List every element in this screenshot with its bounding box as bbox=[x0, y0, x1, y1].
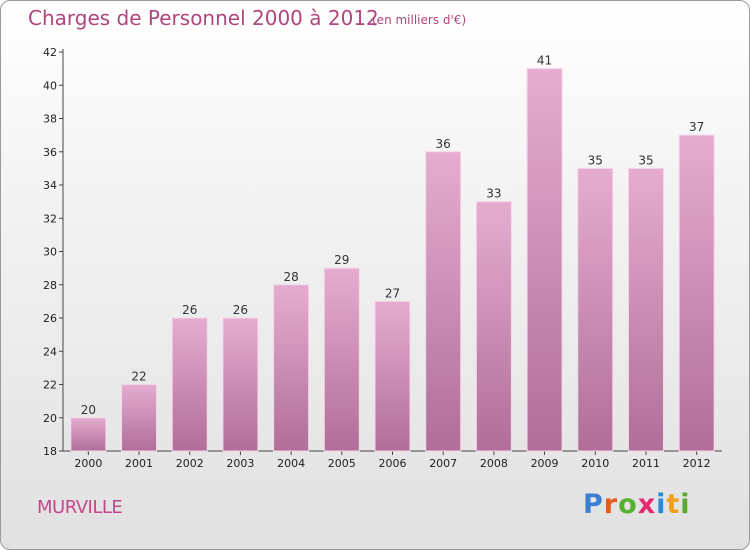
x-tick-label: 2001 bbox=[125, 457, 153, 470]
bar-2001 bbox=[121, 384, 158, 452]
bar-2003 bbox=[222, 317, 259, 452]
city-name: MURVILLE bbox=[37, 497, 123, 518]
y-tick-label: 24 bbox=[43, 345, 57, 358]
x-tick-label: 2011 bbox=[632, 457, 660, 470]
y-axis: 18 20 22 24 26 28 30 32 34 36 38 40 42 bbox=[43, 46, 64, 458]
chart-subtitle: (en milliers d'€) bbox=[372, 13, 467, 27]
data-label-2007: 36 bbox=[436, 137, 451, 151]
y-tick-label: 30 bbox=[43, 246, 57, 259]
bar-2012 bbox=[678, 134, 715, 452]
y-tick-label: 38 bbox=[43, 113, 57, 126]
logo-letter: i bbox=[656, 489, 667, 520]
bars bbox=[70, 68, 715, 452]
data-label-2000: 20 bbox=[81, 403, 96, 417]
logo-letter: x bbox=[637, 489, 657, 520]
x-tick-label: 2009 bbox=[531, 457, 559, 470]
y-tick-label: 20 bbox=[43, 412, 57, 425]
bar-2011 bbox=[627, 167, 664, 452]
y-tick-label: 22 bbox=[43, 379, 57, 392]
x-tick-label: 2010 bbox=[581, 457, 609, 470]
y-tick-label: 42 bbox=[43, 46, 57, 59]
data-label-2010: 35 bbox=[588, 153, 603, 167]
x-tick-label: 2008 bbox=[480, 457, 508, 470]
x-tick-label: 2006 bbox=[379, 457, 407, 470]
x-tick-label: 2012 bbox=[683, 457, 711, 470]
x-tick-label: 2000 bbox=[74, 457, 102, 470]
y-tick-label: 26 bbox=[43, 312, 57, 325]
y-tick-label: 34 bbox=[43, 179, 57, 192]
bar-2002 bbox=[171, 317, 208, 452]
x-tick-label: 2007 bbox=[429, 457, 457, 470]
y-tick-label: 40 bbox=[43, 79, 57, 92]
bar-2007 bbox=[425, 151, 462, 452]
bar-2010 bbox=[577, 167, 614, 452]
bar-2008 bbox=[475, 201, 512, 452]
x-tick-label: 2002 bbox=[176, 457, 204, 470]
logo-letter: o bbox=[618, 489, 638, 520]
logo-letter: P bbox=[583, 489, 604, 520]
data-label-2002: 26 bbox=[182, 303, 197, 317]
bar-2006 bbox=[374, 300, 411, 452]
data-label-2001: 22 bbox=[131, 370, 146, 384]
x-tick-label: 2003 bbox=[226, 457, 254, 470]
bar-2009 bbox=[526, 68, 563, 452]
bar-2005 bbox=[323, 267, 360, 452]
data-label-2003: 26 bbox=[233, 303, 248, 317]
chart-title: Charges de Personnel 2000 à 2012 bbox=[28, 6, 379, 30]
logo-letter: i bbox=[680, 489, 691, 520]
y-tick-label: 32 bbox=[43, 212, 57, 225]
logo-letter: t bbox=[666, 489, 681, 520]
data-labels: 20 22 26 26 28 29 27 36 33 41 35 35 37 bbox=[81, 54, 705, 417]
x-tick-label: 2005 bbox=[328, 457, 356, 470]
x-tick-label: 2004 bbox=[277, 457, 305, 470]
data-label-2012: 37 bbox=[689, 120, 704, 134]
data-label-2004: 28 bbox=[283, 270, 298, 284]
data-label-2006: 27 bbox=[385, 286, 400, 300]
logo-letter: r bbox=[603, 489, 619, 520]
proxiti-logo[interactable]: Proxiti bbox=[583, 489, 691, 520]
data-label-2011: 35 bbox=[638, 153, 653, 167]
data-label-2005: 29 bbox=[334, 253, 349, 267]
data-label-2009: 41 bbox=[537, 54, 552, 68]
bar-2004 bbox=[273, 284, 310, 452]
bar-2000 bbox=[70, 417, 107, 452]
y-tick-label: 18 bbox=[43, 445, 57, 458]
y-tick-label: 28 bbox=[43, 279, 57, 292]
x-axis: 2000 2001 2002 2003 2004 2005 2006 2007 2008 2009… bbox=[63, 450, 722, 470]
data-label-2008: 33 bbox=[486, 187, 501, 201]
y-tick-label: 36 bbox=[43, 146, 57, 159]
